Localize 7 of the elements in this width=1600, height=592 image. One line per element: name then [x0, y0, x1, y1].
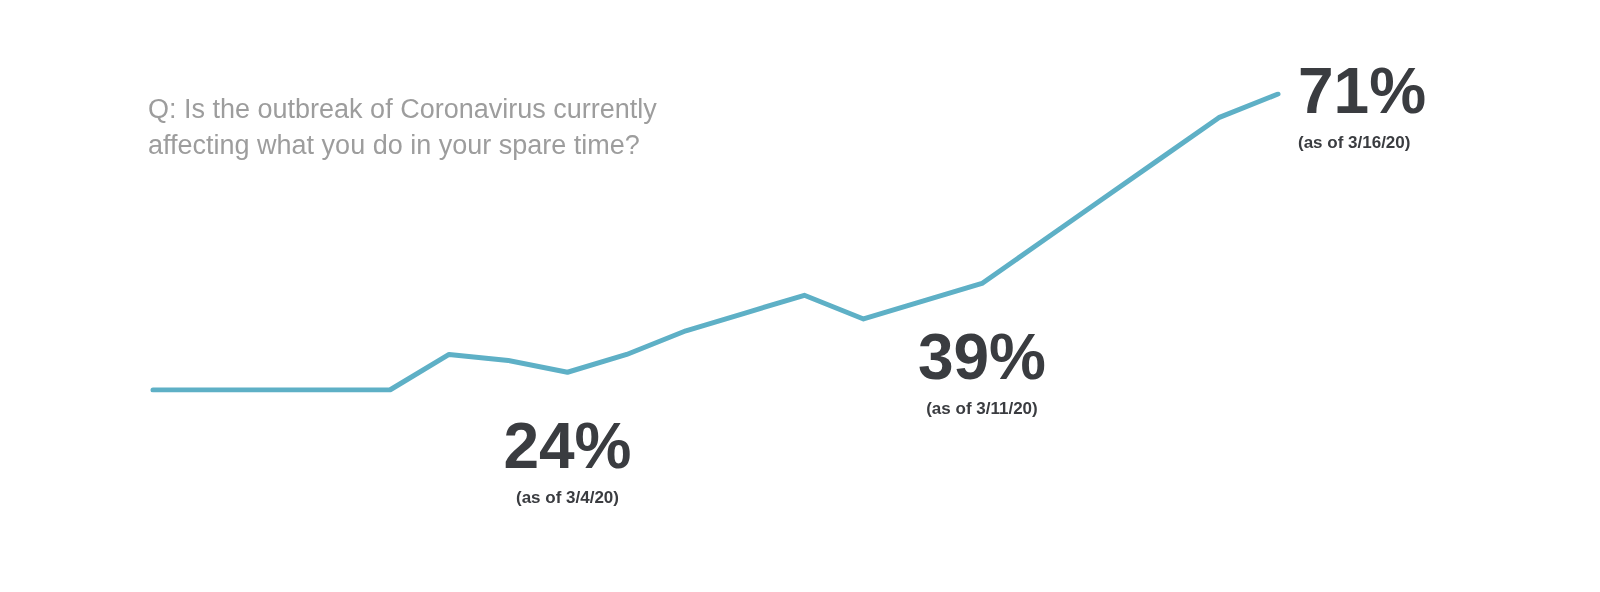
annotation: (as of 3/16/20) — [1298, 132, 1411, 152]
data-label: 71% — [1298, 55, 1427, 127]
data-label: 24% — [503, 410, 632, 483]
data-label: 39% — [917, 321, 1046, 394]
text: Q: Is the outbreak of Coronavirus currently affecting what you do in your spare time? — [148, 94, 665, 160]
text: (as of 3/4/20) — [515, 487, 619, 507]
text: (as of 3/11/20) — [926, 398, 1038, 418]
